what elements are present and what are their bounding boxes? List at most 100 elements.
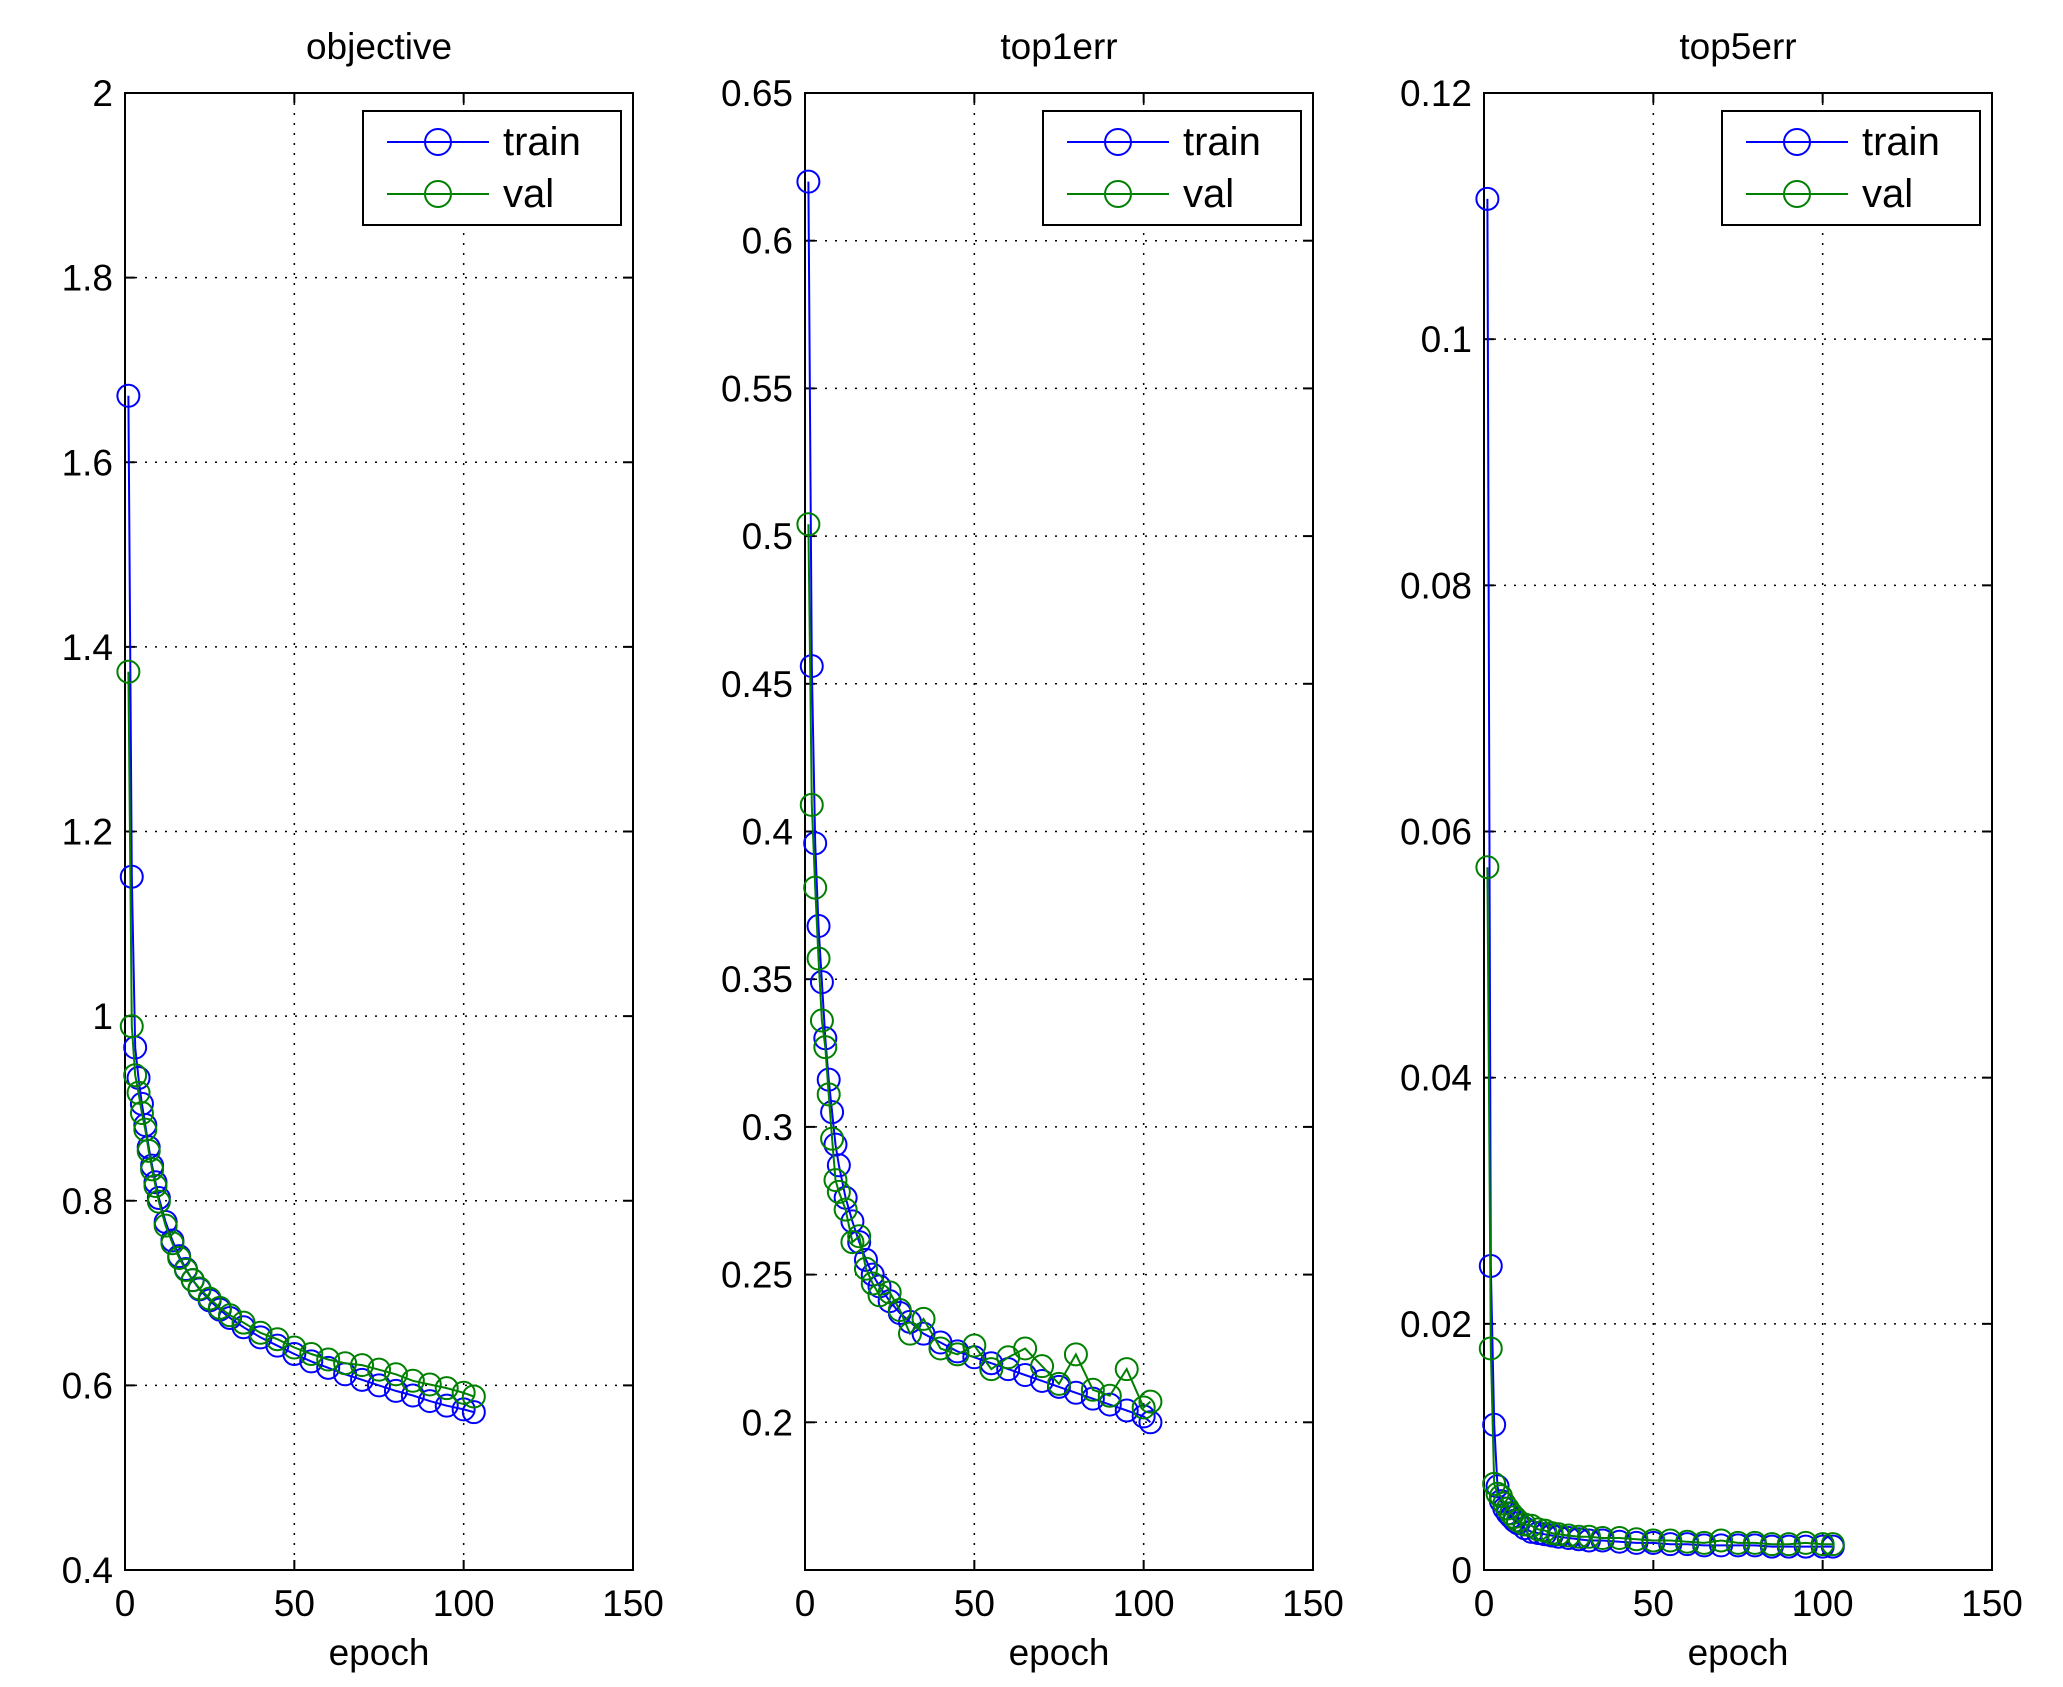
data-point-val xyxy=(136,1138,161,1163)
series-line-train xyxy=(1486,198,1833,1548)
x-tick-label: 100 xyxy=(1113,1583,1175,1624)
data-point-val xyxy=(1063,1342,1088,1367)
data-point-train xyxy=(799,654,824,679)
x-tick-label: 100 xyxy=(1792,1583,1854,1624)
data-point-val xyxy=(451,1380,476,1405)
x-tick-label: 100 xyxy=(433,1583,495,1624)
data-point-train xyxy=(282,1341,307,1366)
legend-label-train: train xyxy=(1183,120,1261,164)
data-point-val xyxy=(119,1014,144,1039)
data-point-val xyxy=(1658,1528,1683,1553)
data-point-train xyxy=(119,864,144,889)
y-tick-label: 0.35 xyxy=(721,959,793,1000)
data-point-val xyxy=(299,1341,324,1366)
data-point-train xyxy=(803,831,828,856)
data-point-val xyxy=(1742,1530,1767,1555)
x-tick-label: 150 xyxy=(1961,1583,2023,1624)
y-tick-label: 0.1 xyxy=(1421,319,1472,360)
data-point-val xyxy=(847,1224,872,1249)
y-tick-label: 0.45 xyxy=(721,664,793,705)
subplot-2: 0 50 100 150 0.2 0.25 0.3 0.35 0.4 0.45 0.5 0.55 0.6… xyxy=(721,26,1344,1673)
data-point-val xyxy=(1114,1357,1139,1382)
chart-title: top1err xyxy=(1000,26,1117,67)
y-tick-label: 1.4 xyxy=(62,627,113,668)
x-tick-label: 0 xyxy=(115,1583,136,1624)
data-point-val xyxy=(813,1035,838,1060)
data-point-val xyxy=(867,1283,892,1308)
y-tick-label: 0.4 xyxy=(62,1550,113,1591)
data-point-train xyxy=(367,1373,391,1398)
data-point-val xyxy=(928,1336,953,1361)
data-point-val xyxy=(1590,1525,1615,1550)
data-point-val xyxy=(1505,1508,1530,1533)
data-point-val xyxy=(803,875,828,900)
x-tick-label: 50 xyxy=(1633,1583,1674,1624)
legend-marker-train xyxy=(1783,128,1811,156)
x-axis-label: epoch xyxy=(329,1632,430,1673)
data-point-val xyxy=(123,1063,148,1088)
data-point-val xyxy=(1726,1530,1750,1555)
legend-marker-train xyxy=(1104,128,1132,156)
data-point-val xyxy=(1030,1354,1055,1379)
data-point-val xyxy=(1546,1522,1571,1547)
legend: train val xyxy=(1042,110,1302,226)
y-tick-label: 0.04 xyxy=(1400,1058,1472,1099)
data-point-train xyxy=(417,1389,442,1414)
data-point-val xyxy=(887,1298,912,1323)
data-point-val xyxy=(153,1213,178,1238)
data-point-val xyxy=(806,946,831,971)
data-point-val xyxy=(823,1168,848,1193)
y-tick-label: 0.25 xyxy=(721,1255,793,1296)
data-point-val xyxy=(217,1303,242,1328)
y-tick-label: 0.8 xyxy=(62,1181,113,1222)
y-tick-label: 1 xyxy=(92,996,113,1037)
data-point-val xyxy=(897,1321,922,1346)
y-tick-label: 0.65 xyxy=(721,73,793,114)
x-tick-label: 0 xyxy=(1474,1583,1495,1624)
data-point-train xyxy=(400,1383,425,1408)
data-point-train xyxy=(806,914,831,939)
y-tick-label: 1.6 xyxy=(62,442,113,483)
data-point-train xyxy=(1485,1474,1510,1499)
data-point-val xyxy=(333,1351,358,1376)
y-tick-label: 0.5 xyxy=(742,516,793,557)
data-point-val xyxy=(816,1082,841,1107)
subplot-1: 0 50 100 150 0.4 0.6 0.8 1 1.2 1.4 1.6 1.8 2 objectiv… xyxy=(62,26,664,1673)
data-point-val xyxy=(1475,855,1500,880)
data-point-val xyxy=(180,1268,205,1293)
data-point-val xyxy=(1709,1528,1734,1553)
y-tick-label: 0.06 xyxy=(1400,812,1472,853)
data-point-val xyxy=(1793,1530,1818,1555)
y-tick-label: 0.3 xyxy=(742,1107,793,1148)
legend-label-val: val xyxy=(1183,172,1234,216)
data-point-val xyxy=(877,1280,902,1305)
legend-box xyxy=(1721,110,1981,226)
data-point-val xyxy=(1675,1529,1700,1554)
data-point-train xyxy=(1138,1410,1163,1435)
data-point-train xyxy=(847,1230,872,1255)
data-point-val xyxy=(833,1197,858,1222)
x-tick-label: 50 xyxy=(954,1583,995,1624)
legend: train val xyxy=(1721,110,1981,226)
data-point-train xyxy=(1482,1412,1507,1437)
y-tick-label: 0.6 xyxy=(742,221,793,262)
data-point-val xyxy=(126,1080,151,1105)
x-tick-label: 0 xyxy=(795,1583,816,1624)
data-point-val xyxy=(799,792,824,817)
data-point-val xyxy=(1624,1527,1649,1552)
chart-title: top5err xyxy=(1679,26,1796,67)
data-point-val xyxy=(1607,1525,1632,1550)
data-point-train xyxy=(116,383,141,408)
legend-label-val: val xyxy=(503,172,554,216)
data-point-train xyxy=(316,1355,341,1380)
y-tick-label: 2 xyxy=(92,73,113,114)
y-tick-label: 0.6 xyxy=(62,1365,113,1406)
data-point-train xyxy=(796,169,821,194)
data-point-val xyxy=(1080,1377,1105,1402)
data-point-val xyxy=(826,1179,851,1204)
data-point-val xyxy=(1810,1532,1835,1557)
data-point-train xyxy=(434,1393,459,1418)
legend-label-train: train xyxy=(1862,120,1940,164)
legend-box xyxy=(362,110,622,226)
x-tick-label: 150 xyxy=(1282,1583,1344,1624)
